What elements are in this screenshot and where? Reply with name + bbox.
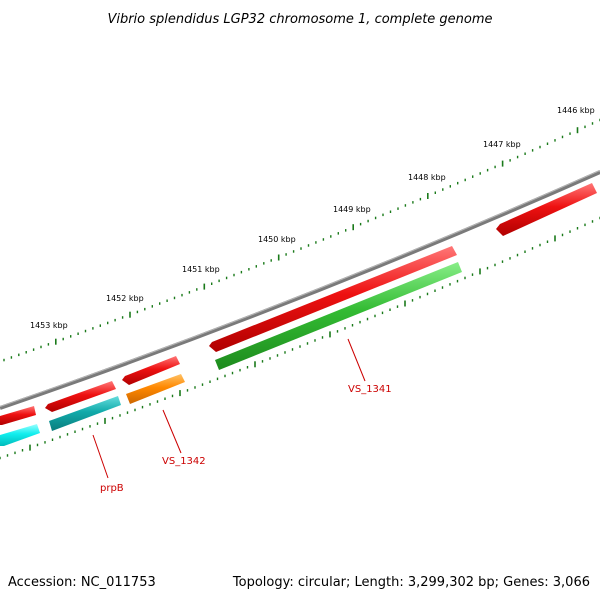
map-title: Vibrio splendidus LGP32 chromosome 1, co… — [107, 12, 492, 27]
forward-strand-genes — [0, 183, 597, 425]
scale-label-1449: 1449 kbp — [333, 205, 371, 214]
gene-vs1341[interactable] — [215, 262, 462, 370]
scale-label-1452: 1452 kbp — [106, 294, 144, 303]
gene-prpB[interactable] — [49, 396, 121, 431]
accession-text: Accession: NC_011753 — [8, 575, 156, 590]
genome-backbone-highlight — [0, 170, 600, 407]
gene-forward-1[interactable] — [0, 406, 36, 425]
gene-forward-2[interactable] — [45, 381, 116, 412]
gene-vs1342[interactable] — [126, 374, 185, 404]
reverse-strand-genes — [0, 262, 462, 446]
gene-label-vs1341: VS_1341 — [348, 384, 392, 395]
genome-summary-text: Topology: circular; Length: 3,299,302 bp… — [232, 575, 590, 590]
scale-label-1451: 1451 kbp — [182, 265, 220, 274]
gene-forward-4[interactable] — [209, 246, 457, 352]
gene-forward-5[interactable] — [496, 183, 597, 236]
tick-marks — [0, 118, 600, 460]
gene-forward-3[interactable] — [122, 356, 180, 385]
gene-label-vs1342: VS_1342 — [162, 456, 206, 467]
scale-ticks: 1446 kbp 1447 kbp 1448 kbp 1449 kbp 1450… — [0, 106, 600, 460]
scale-label-1450: 1450 kbp — [258, 235, 296, 244]
leader-prpB — [92, 434, 109, 479]
genome-backbone — [0, 170, 600, 410]
scale-label-1447: 1447 kbp — [483, 140, 521, 149]
scale-label-1448: 1448 kbp — [408, 173, 446, 182]
gene-label-prpB: prpB — [100, 483, 124, 494]
scale-label-1446: 1446 kbp — [557, 106, 595, 115]
leader-vs1342 — [162, 409, 182, 454]
leader-vs1341 — [347, 338, 366, 382]
scale-label-1453: 1453 kbp — [30, 321, 68, 330]
gene-prpB-adjacent[interactable] — [0, 424, 40, 446]
